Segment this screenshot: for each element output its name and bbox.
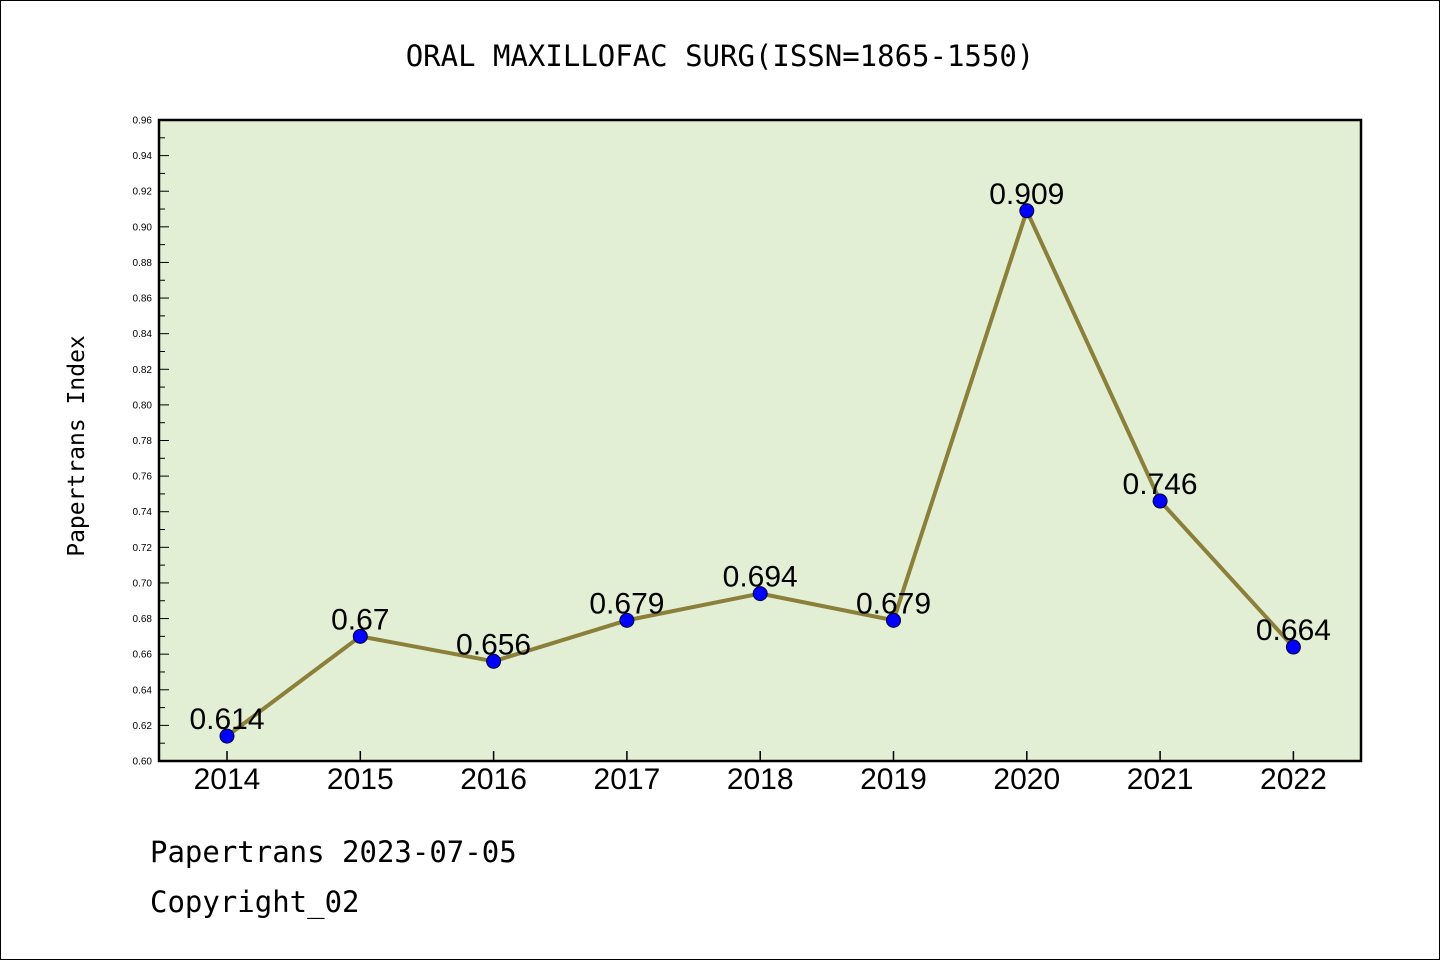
x-tick-label: 2018 (727, 763, 794, 796)
data-label: 0.67 (331, 603, 389, 636)
data-labels: 0.614 0.67 0.656 0.679 0.694 0.679 0.909 0.746 0… (189, 178, 1330, 736)
data-point (619, 612, 635, 628)
plot-area (157, 118, 1363, 763)
data-point (219, 728, 235, 744)
data-label: 0.909 (989, 178, 1064, 211)
series-line-group (219, 203, 1301, 744)
data-point (352, 628, 368, 644)
y-tick-label: 0.94 (133, 151, 153, 162)
y-tick-label: 0.86 (133, 294, 153, 305)
data-point (752, 586, 768, 602)
data-label: 0.746 (1123, 468, 1198, 501)
footer-copyright: Copyright_02 (150, 885, 360, 919)
footer-source-line: Papertrans 2023-07-05 (150, 835, 517, 869)
y-tick-label: 0.66 (133, 650, 153, 661)
y-tick-label: 0.84 (133, 329, 153, 340)
y-tick-label: 0.62 (133, 721, 153, 732)
data-label: 0.694 (723, 561, 798, 594)
y-tick-label: 0.78 (133, 436, 153, 447)
data-point (486, 653, 502, 669)
data-label: 0.614 (189, 703, 264, 736)
data-point (1152, 493, 1168, 509)
data-label: 0.679 (856, 587, 931, 620)
x-tick-label: 2017 (594, 763, 661, 796)
chart-title: ORAL MAXILLOFAC SURG(ISSN=1865-1550) (406, 39, 1035, 73)
y-tick-label: 0.92 (133, 187, 153, 198)
x-tick-label: 2022 (1260, 763, 1327, 796)
y-tick-label: 0.70 (133, 578, 153, 589)
x-tick-label: 2019 (860, 763, 927, 796)
x-tick-label: 2015 (327, 763, 394, 796)
data-label: 0.656 (456, 628, 531, 661)
x-tick-label: 2020 (993, 763, 1060, 796)
data-point (886, 612, 901, 628)
x-tick-label: 2016 (460, 763, 527, 796)
x-tick-label: 2021 (1127, 763, 1194, 796)
data-point (1019, 203, 1035, 219)
y-axis-ticks: 0.60 0.62 0.64 0.66 0.68 0.70 0.72 0.74 0.76 0.78… (133, 116, 169, 768)
x-axis-ticks: 2014 2015 2016 2017 2018 2019 2020 2021 2022 (194, 751, 1327, 796)
y-tick-label: 0.80 (133, 400, 153, 411)
y-tick-label: 0.88 (133, 258, 153, 269)
x-tick-label: 2014 (194, 763, 261, 796)
data-label: 0.679 (589, 587, 664, 620)
data-label: 0.664 (1256, 614, 1331, 647)
y-tick-label: 0.76 (133, 472, 153, 483)
y-tick-label: 0.82 (133, 365, 153, 376)
y-tick-label: 0.74 (133, 507, 153, 518)
y-tick-label: 0.64 (133, 685, 153, 696)
data-point (1285, 639, 1301, 655)
y-tick-label: 0.96 (133, 116, 153, 127)
y-axis-label: Papertrans Index (64, 335, 90, 557)
y-tick-label: 0.68 (133, 614, 153, 625)
y-tick-label: 0.72 (133, 543, 153, 554)
y-tick-label: 0.90 (133, 222, 153, 233)
y-tick-label: 0.60 (133, 757, 153, 768)
